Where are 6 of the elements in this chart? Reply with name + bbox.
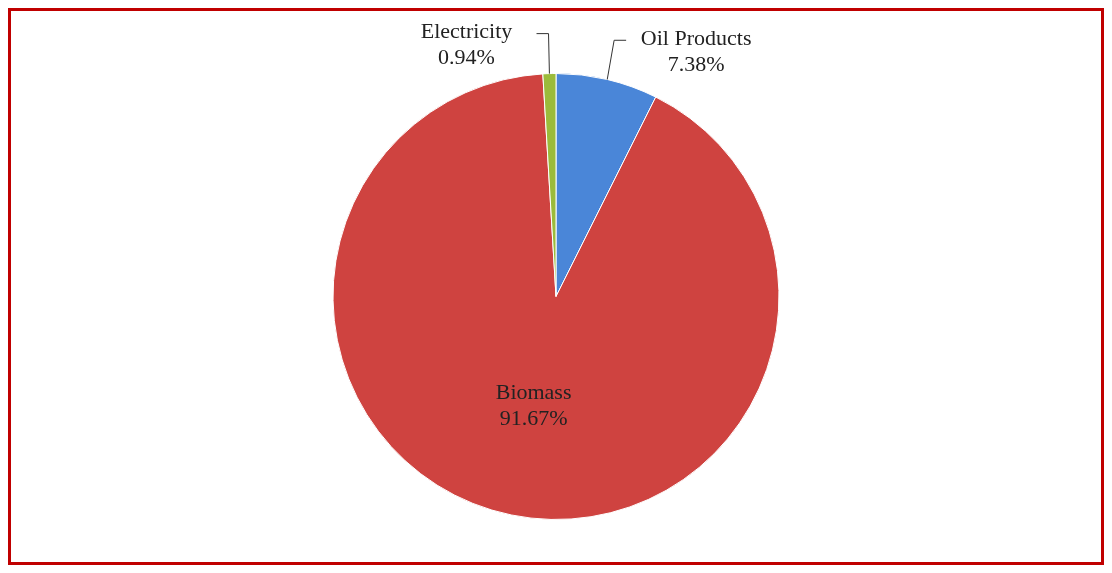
slice-label: Oil Products [640, 25, 752, 51]
data-label: 91.67% [499, 404, 568, 430]
data-label: 0.94% [438, 44, 495, 70]
slice-label: Electricity [420, 18, 513, 44]
slice-label: Biomass [495, 378, 572, 404]
data-label: 7.38% [667, 51, 725, 77]
